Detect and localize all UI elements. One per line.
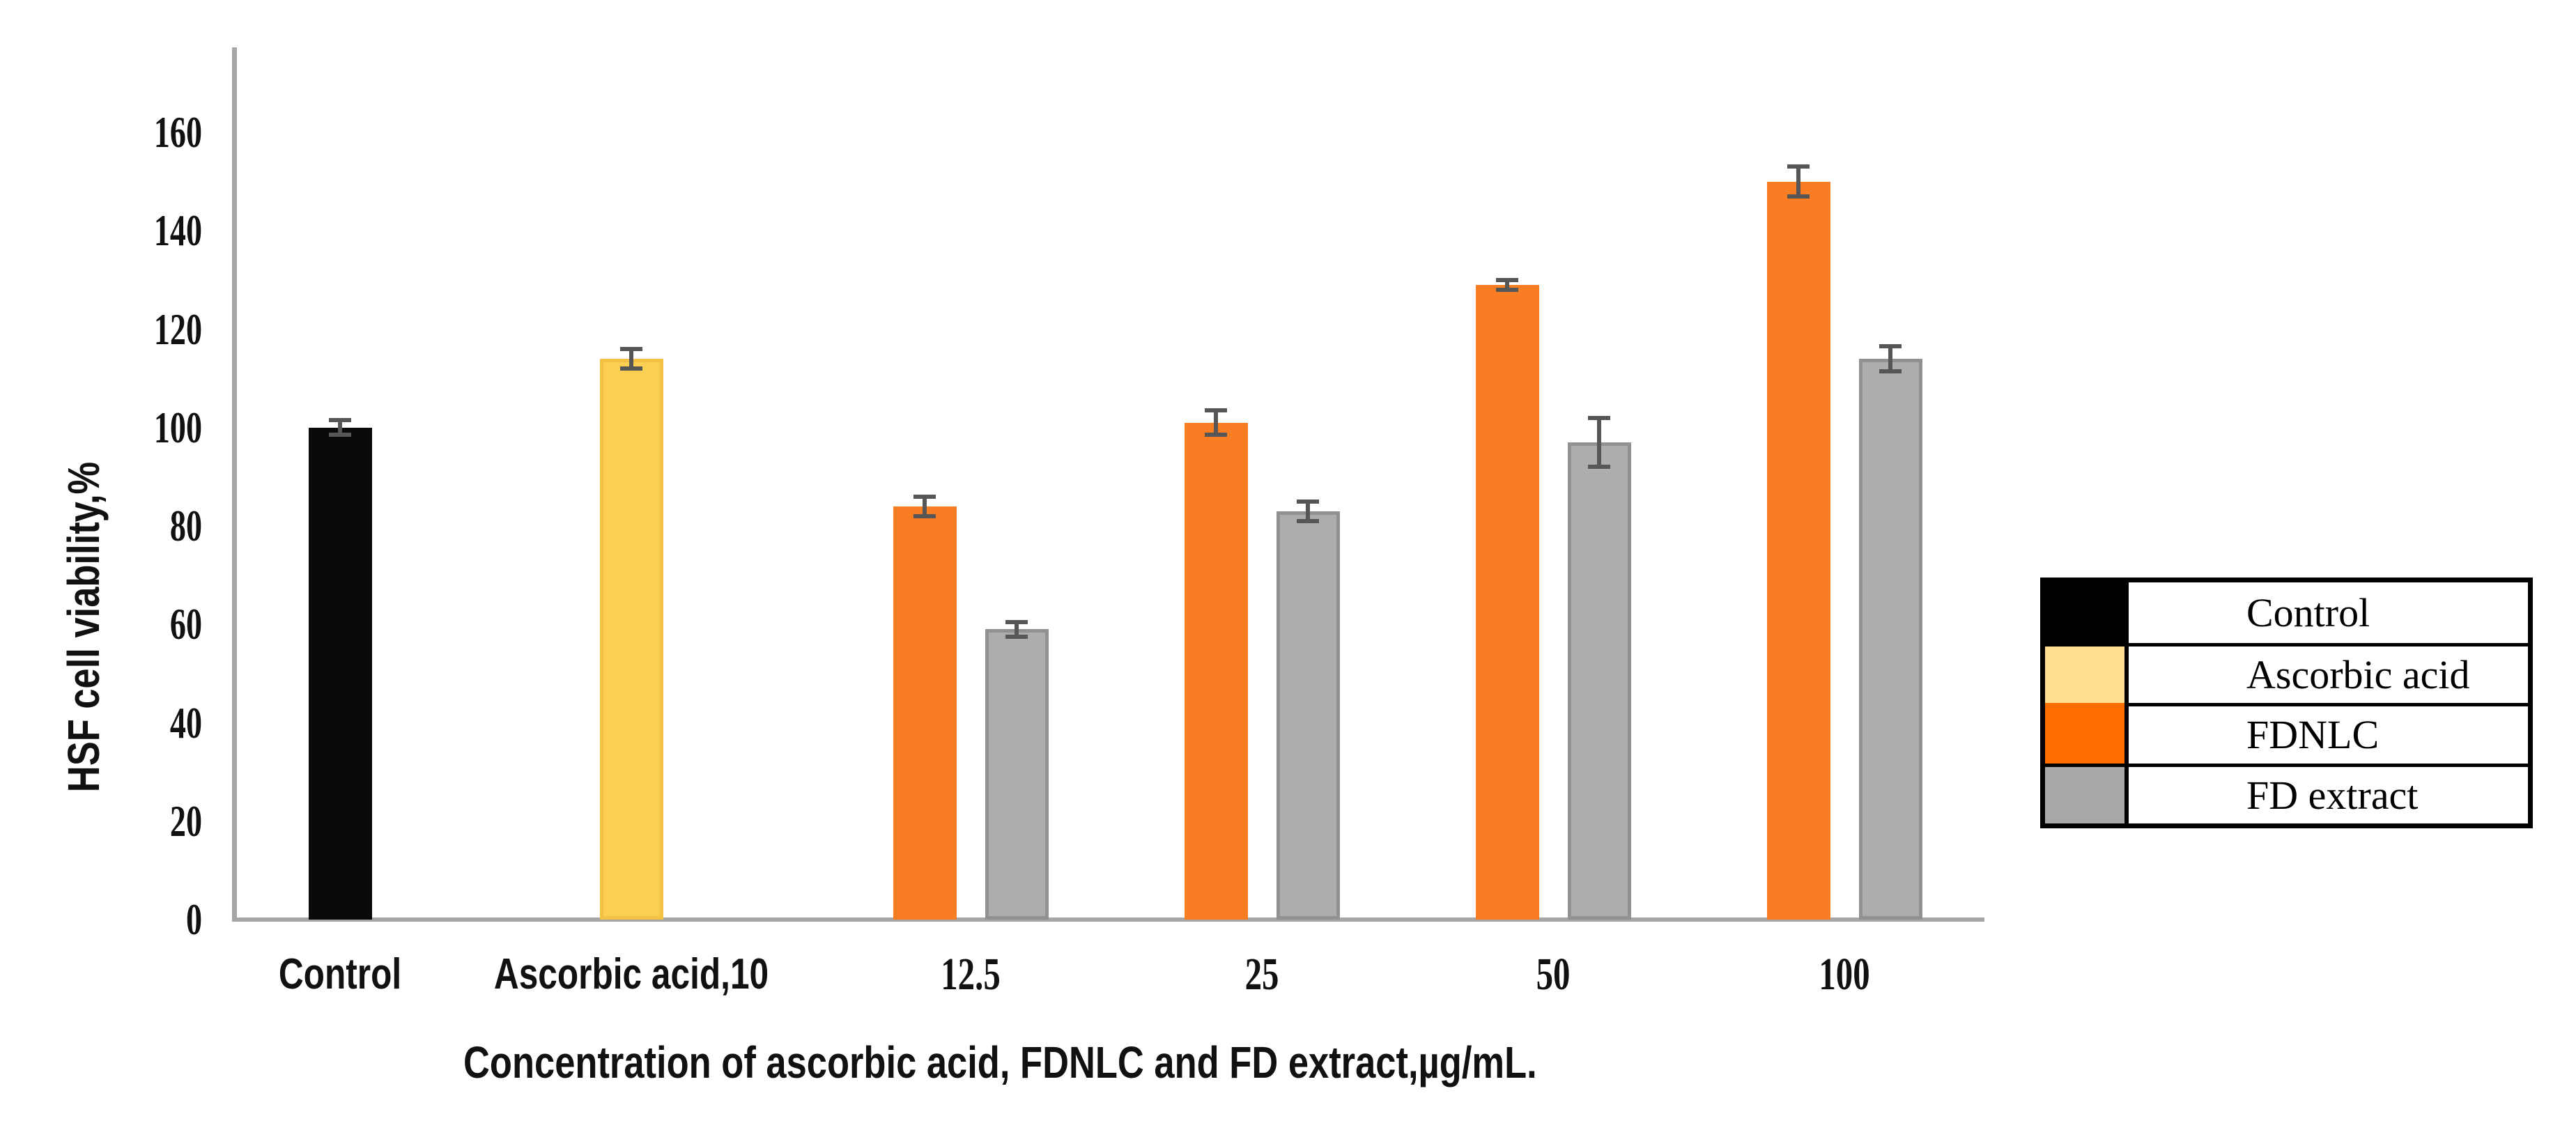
x-tick-label: Ascorbic acid,10 — [493, 950, 769, 998]
error-bar-cap — [1496, 288, 1518, 292]
y-tick-label: 80 — [169, 501, 202, 550]
y-tick-label: 140 — [153, 206, 202, 256]
error-bar-cap — [1205, 433, 1227, 438]
legend-swatch — [2045, 582, 2129, 643]
bar — [1567, 442, 1631, 920]
bar — [1184, 422, 1248, 920]
error-bar-cap — [1496, 277, 1518, 282]
legend-swatch — [2045, 703, 2129, 764]
error-bar-cap — [1879, 344, 1902, 349]
x-tick-label: 50 — [1536, 949, 1571, 1000]
x-tick-label: 100 — [1819, 949, 1870, 1000]
y-tick-label: 20 — [169, 796, 202, 846]
bar — [599, 358, 663, 920]
error-bar-cap — [620, 366, 642, 371]
bar — [1858, 358, 1922, 920]
y-tick-label: 120 — [153, 304, 202, 354]
bar — [893, 506, 957, 920]
legend-swatch — [2045, 763, 2129, 823]
error-bar-cap — [620, 346, 642, 351]
y-tick-label: 160 — [153, 107, 202, 157]
error-bar-line — [923, 496, 927, 516]
error-bar-cap — [1787, 194, 1810, 199]
bar — [1766, 181, 1830, 920]
y-axis-line — [232, 47, 237, 922]
error-bar-line — [1505, 279, 1509, 290]
legend-label: Ascorbic acid — [2129, 642, 2528, 704]
error-bar-cap — [1297, 518, 1319, 523]
x-tick-label: 25 — [1244, 949, 1279, 1000]
legend-label: FD extract — [2129, 763, 2528, 824]
x-tick-label: 12.5 — [941, 949, 1001, 1000]
bar — [985, 629, 1049, 920]
y-tick-label: 40 — [169, 697, 202, 748]
error-bar-cap — [1205, 408, 1227, 413]
x-tick-label: Control — [278, 950, 402, 998]
error-bar-cap — [1297, 499, 1319, 504]
error-bar-cap — [1588, 415, 1610, 420]
error-bar-line — [1796, 167, 1800, 196]
legend-swatch — [2045, 642, 2129, 703]
error-bar-cap — [913, 494, 936, 499]
error-bar-line — [1888, 346, 1892, 371]
error-bar-line — [1214, 410, 1218, 435]
y-tick-label: 0 — [185, 895, 202, 944]
error-bar-line — [1597, 417, 1601, 467]
error-bar-cap — [1879, 369, 1902, 373]
legend-label: FDNLC — [2129, 703, 2528, 764]
bar — [1276, 511, 1340, 920]
error-bar-line — [338, 420, 342, 435]
error-bar-cap — [1005, 634, 1028, 639]
legend-row: FDNLC — [2045, 703, 2528, 764]
y-tick-label: 100 — [153, 402, 202, 452]
bar — [1475, 284, 1539, 920]
error-bar-cap — [1588, 465, 1610, 470]
legend-row: FD extract — [2045, 763, 2528, 824]
error-bar-line — [1015, 621, 1019, 637]
x-axis-title: Concentration of ascorbic acid, FDNLC an… — [463, 1037, 1537, 1087]
legend-label: Control — [2246, 589, 2370, 635]
error-bar-cap — [329, 433, 351, 438]
error-bar-cap — [913, 513, 936, 518]
error-bar-cap — [329, 418, 351, 423]
error-bar-cap — [1787, 164, 1810, 169]
legend-row: Ascorbic acid — [2045, 642, 2528, 704]
y-tick-label: 60 — [169, 599, 202, 649]
x-axis-line — [232, 917, 1984, 922]
error-bar-cap — [1005, 619, 1028, 624]
error-bar-line — [629, 348, 633, 369]
bar — [308, 427, 372, 920]
error-bar-line — [1306, 501, 1310, 521]
legend: Control Ascorbic acid FDNLC FD extract — [2040, 578, 2533, 828]
legend-row: Control — [2045, 582, 2528, 643]
